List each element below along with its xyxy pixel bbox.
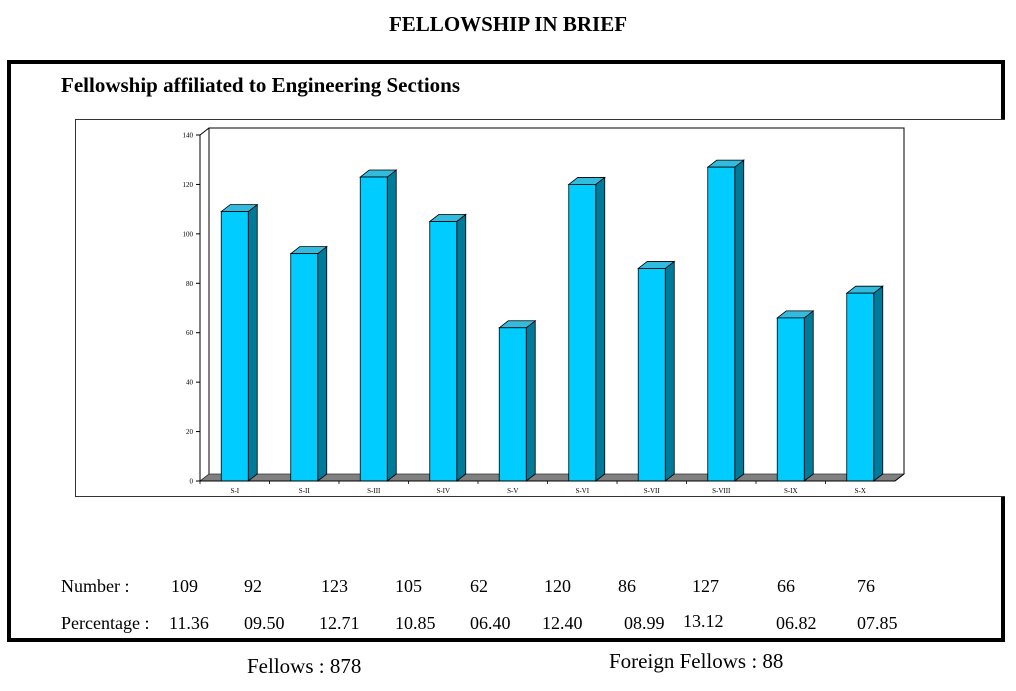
- percentage-cell: 11.36: [169, 613, 209, 633]
- bar-side: [734, 159, 745, 482]
- y-tick-label: 40: [186, 379, 194, 387]
- bar: [429, 221, 458, 482]
- percentage-cell: 09.50: [244, 613, 285, 633]
- number-cell: 120: [544, 576, 571, 596]
- bar-side: [664, 260, 675, 482]
- percentage-cell: 07.85: [857, 613, 898, 633]
- percentage-cell: 06.40: [470, 613, 511, 633]
- percentage-cell: 08.99: [624, 613, 665, 633]
- x-tick-label: S-X: [855, 487, 866, 495]
- bar: [498, 327, 527, 482]
- y-tick-label: 80: [186, 280, 194, 288]
- bar: [220, 211, 249, 482]
- y-axis-depth: [199, 127, 210, 136]
- number-cell: 123: [321, 576, 348, 596]
- bar-side: [595, 176, 606, 482]
- x-tick-label: S-IV: [436, 487, 450, 495]
- fellows-total: Fellows : 878: [247, 654, 362, 678]
- number-cell: 92: [244, 576, 262, 596]
- x-tick-label: S-I: [230, 487, 239, 495]
- bar-side: [247, 203, 258, 482]
- x-tick-label: S-IX: [784, 487, 798, 495]
- x-tick-label: S-V: [507, 487, 518, 495]
- x-tick-label: S-VI: [575, 487, 589, 495]
- foreign-fellows-total: Foreign Fellows : 88: [609, 649, 784, 673]
- x-tick-label: S-III: [367, 487, 381, 495]
- number-cell: 109: [171, 576, 198, 596]
- bar-side: [386, 169, 397, 482]
- x-tick-label: S-II: [299, 487, 311, 495]
- chart-frame: Fellowship affiliated to Engineering Sec…: [7, 60, 1005, 642]
- percentage-cell: 12.40: [542, 613, 583, 633]
- number-row-label: Number :: [61, 576, 130, 596]
- y-tick-label: 120: [183, 181, 194, 189]
- number-cell: 62: [470, 576, 488, 596]
- bar-side: [873, 285, 884, 482]
- number-cell: 105: [395, 576, 422, 596]
- number-cell: 76: [857, 576, 875, 596]
- page-title: FELLOWSHIP IN BRIEF: [388, 12, 628, 36]
- bar: [637, 268, 666, 482]
- percentage-cell: 06.82: [776, 613, 817, 633]
- chart-plot-area: 0 20 40 60 80 100 120 140 S-I S-II S-III S-IV S-V S-V…: [75, 119, 1005, 497]
- bar: [707, 166, 736, 482]
- bar: [359, 176, 388, 482]
- number-cell: 66: [777, 576, 795, 596]
- bar: [776, 317, 805, 482]
- percentage-row-label: Percentage :: [61, 613, 150, 633]
- chart-back-wall: [208, 127, 905, 474]
- percentage-cell: 13.12: [683, 611, 724, 631]
- bar-side: [456, 213, 467, 482]
- bar-side: [317, 245, 328, 482]
- bar: [290, 253, 319, 482]
- bar: [568, 184, 597, 482]
- bar-side: [525, 319, 536, 482]
- bar-chart: 0 20 40 60 80 100 120 140 S-I S-II S-III S-IV S-V S-V…: [183, 127, 906, 495]
- bar-side: [803, 310, 814, 482]
- x-tick-label: S-VII: [644, 487, 661, 495]
- y-tick-label: 140: [183, 132, 194, 140]
- x-axis-depth: [894, 473, 905, 482]
- y-tick-label: 0: [190, 478, 194, 486]
- number-cell: 127: [692, 576, 719, 596]
- chart-heading: Fellowship affiliated to Engineering Sec…: [61, 73, 460, 97]
- y-tick-label: 60: [186, 329, 194, 337]
- number-cell: 86: [618, 576, 636, 596]
- y-tick-label: 20: [186, 428, 194, 436]
- y-tick-label: 100: [183, 230, 194, 238]
- percentage-cell: 12.71: [319, 613, 360, 633]
- x-tick-label: S-VIII: [712, 487, 731, 495]
- percentage-cell: 10.85: [395, 613, 436, 633]
- bar: [846, 292, 875, 482]
